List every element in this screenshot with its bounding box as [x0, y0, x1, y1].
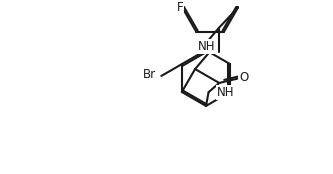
- Text: NH: NH: [198, 40, 216, 53]
- Text: Br: Br: [143, 68, 156, 81]
- Text: F: F: [176, 1, 183, 14]
- Text: O: O: [239, 71, 248, 84]
- Text: NH: NH: [217, 86, 234, 99]
